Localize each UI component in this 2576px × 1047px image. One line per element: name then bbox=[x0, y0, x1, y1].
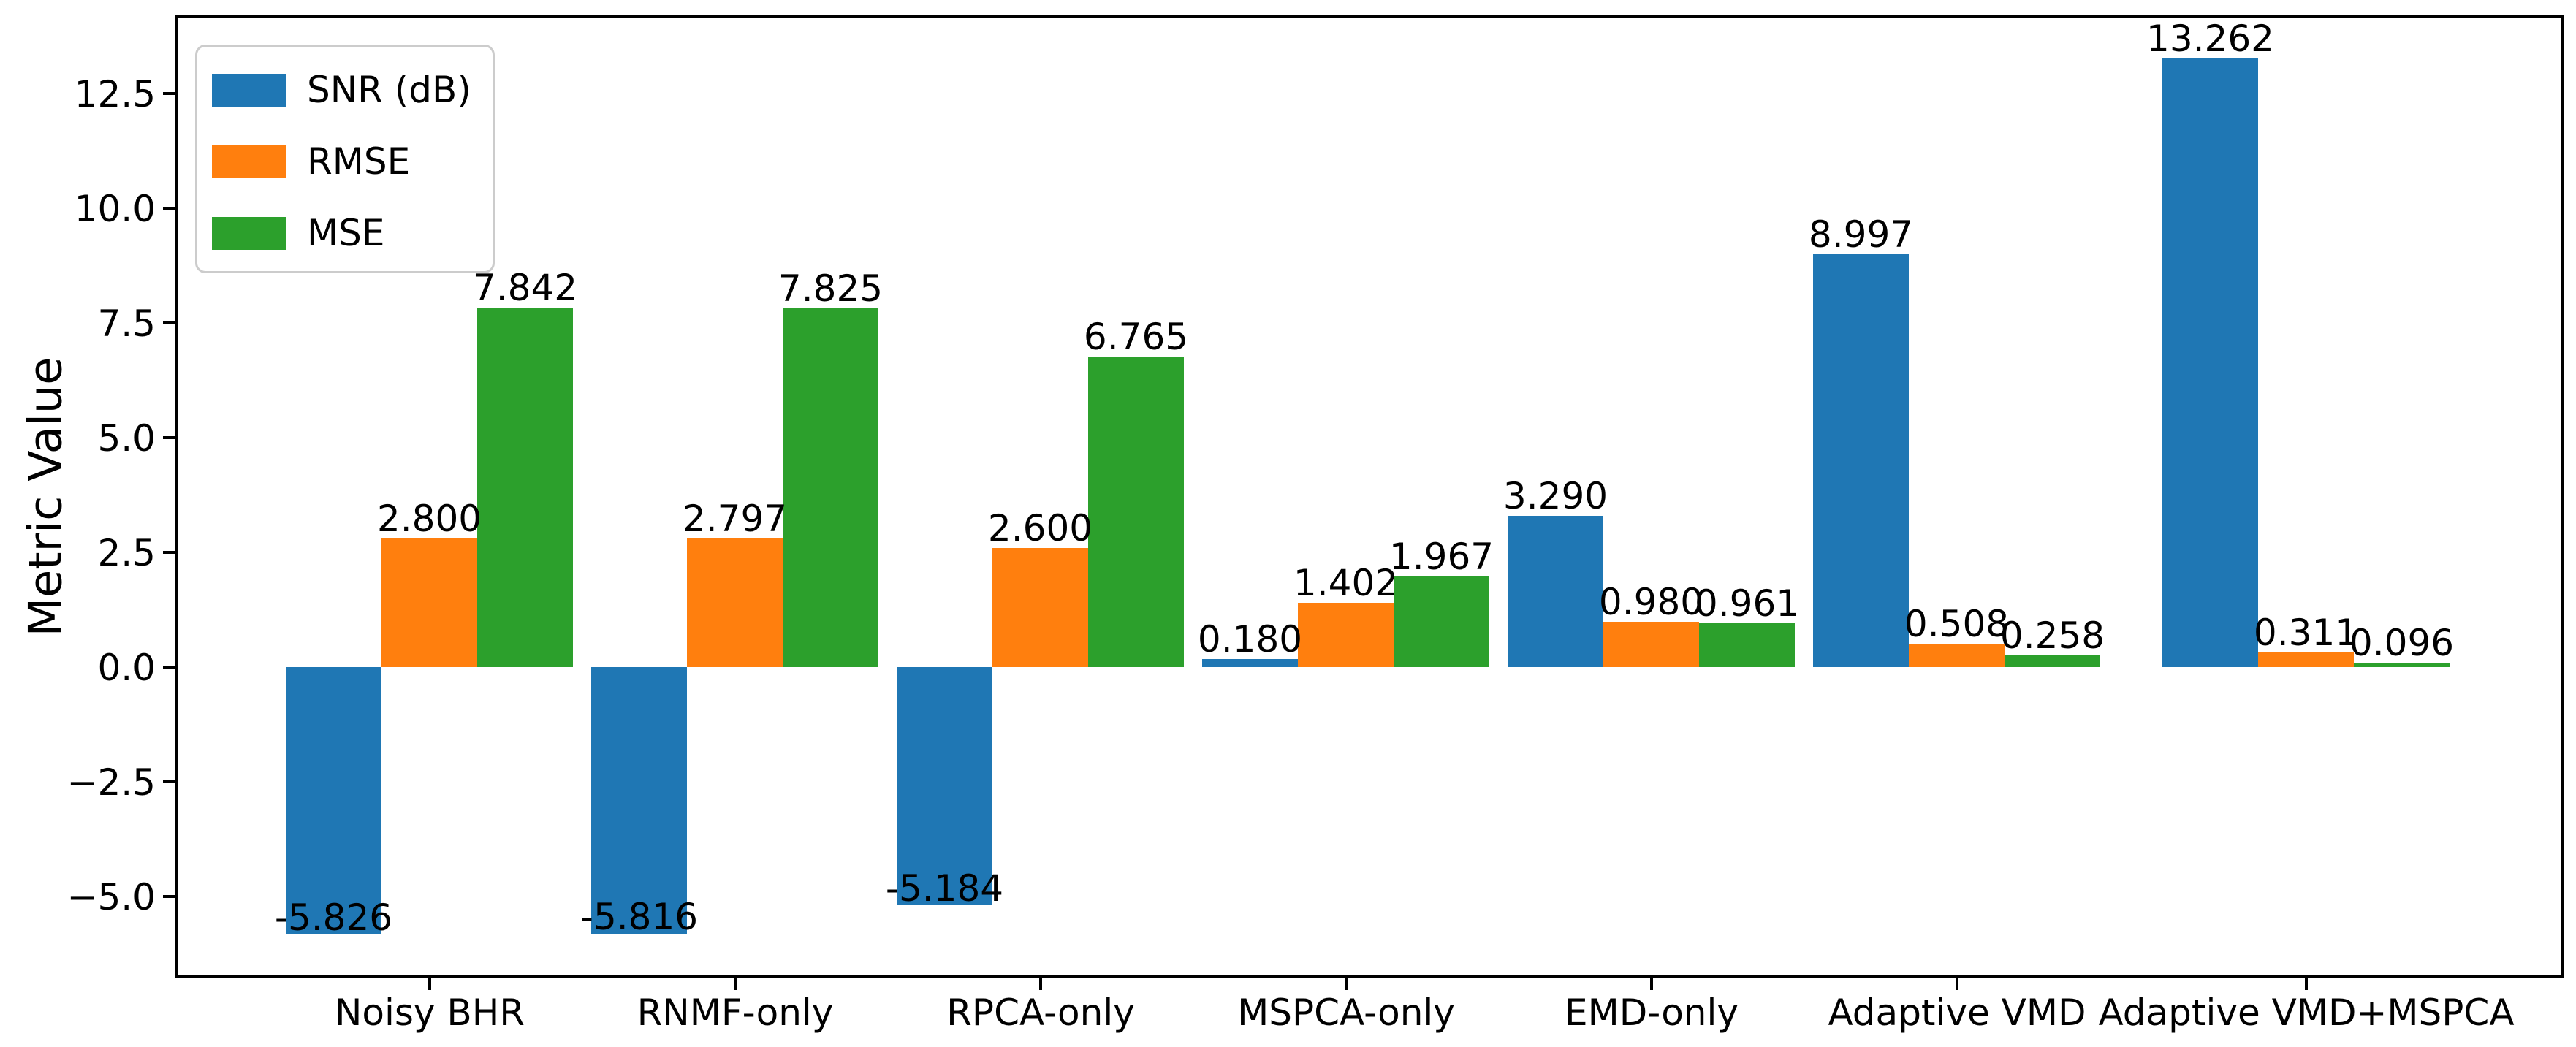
bar-snr-db-rnmf-only bbox=[591, 667, 687, 934]
bar-rmse-rpca-only bbox=[992, 547, 1088, 667]
x-tick-mark bbox=[1039, 978, 1042, 990]
bar-value-label: 1.402 bbox=[1293, 561, 1399, 604]
x-tick-label-rnmf-only: RNMF-only bbox=[637, 991, 834, 1034]
bar-value-label: 8.997 bbox=[1808, 213, 1914, 256]
bar-rmse-emd-only bbox=[1603, 622, 1699, 667]
x-tick-mark bbox=[1345, 978, 1348, 990]
y-tick-mark bbox=[163, 551, 175, 554]
bar-value-label: 0.508 bbox=[1904, 603, 2010, 646]
bar-value-label: 7.825 bbox=[778, 267, 884, 310]
bar-value-label: -5.816 bbox=[580, 896, 699, 939]
y-tick-label: −2.5 bbox=[67, 761, 156, 804]
bar-rmse-mspca-only bbox=[1298, 602, 1394, 667]
bar-rmse-adaptive-vmd bbox=[1909, 644, 2005, 667]
legend-row-mse: MSE bbox=[212, 212, 478, 254]
legend-label-mse: MSE bbox=[307, 212, 385, 254]
x-tick-mark bbox=[1650, 978, 1653, 990]
x-tick-mark bbox=[428, 978, 431, 990]
bar-mse-adaptive-vmd-mspca bbox=[2354, 662, 2450, 667]
bar-rmse-noisy-bhr bbox=[381, 538, 477, 667]
y-tick-label: 10.0 bbox=[74, 188, 156, 230]
x-tick-label-emd-only: EMD-only bbox=[1565, 991, 1739, 1034]
bar-value-label: 2.797 bbox=[682, 498, 788, 541]
y-tick-label: 0.0 bbox=[97, 647, 156, 689]
bar-mse-noisy-bhr bbox=[477, 307, 573, 667]
legend-swatch-rmse bbox=[212, 145, 286, 178]
bar-value-label: 0.096 bbox=[2349, 621, 2455, 664]
bar-value-label: 6.765 bbox=[1083, 316, 1189, 359]
y-tick-label: 7.5 bbox=[97, 302, 156, 345]
bar-snr-db-mspca-only bbox=[1202, 658, 1298, 667]
bar-value-label: 3.290 bbox=[1502, 475, 1608, 518]
bar-snr-db-rpca-only bbox=[897, 667, 992, 905]
x-tick-label-adaptive-vmd-mspca: Adaptive VMD+MSPCA bbox=[2098, 991, 2515, 1034]
legend-label-rmse: RMSE bbox=[307, 140, 411, 183]
bar-value-label: 2.800 bbox=[376, 498, 482, 541]
y-tick-label: 5.0 bbox=[97, 417, 156, 460]
bar-mse-rpca-only bbox=[1088, 357, 1184, 667]
x-tick-label-rpca-only: RPCA-only bbox=[946, 991, 1135, 1034]
x-tick-label-noisy-bhr: Noisy BHR bbox=[334, 991, 525, 1034]
bar-value-label: -5.184 bbox=[885, 867, 1004, 910]
legend-row-rmse: RMSE bbox=[212, 140, 478, 183]
y-tick-label: −5.0 bbox=[67, 876, 156, 918]
y-axis-label: Metric Value bbox=[18, 357, 72, 637]
x-tick-mark bbox=[734, 978, 737, 990]
bar-snr-db-adaptive-vmd bbox=[1813, 254, 1909, 667]
bar-value-label: 0.961 bbox=[1694, 582, 1800, 625]
bar-value-label: 13.262 bbox=[2146, 18, 2274, 61]
bar-mse-adaptive-vmd bbox=[2005, 655, 2100, 667]
bar-value-label: 0.311 bbox=[2253, 612, 2359, 655]
legend-label-snr-db: SNR (dB) bbox=[307, 69, 471, 111]
x-tick-mark bbox=[1956, 978, 1958, 990]
plot-area: 12.5 10.0 7.5 5.0 2.5 0.0 −2.5 −5.0 Noisy BHR RN… bbox=[67, 15, 2564, 1034]
legend-swatch-snr-db bbox=[212, 73, 286, 107]
y-tick-mark bbox=[163, 780, 175, 783]
bar-value-label: 2.600 bbox=[987, 506, 1093, 549]
bar-value-label: 7.842 bbox=[472, 266, 578, 309]
legend: SNR (dB) RMSE MSE bbox=[195, 45, 495, 273]
x-tick-mark bbox=[2305, 978, 2308, 990]
y-tick-label: 2.5 bbox=[97, 532, 156, 574]
x-tick-label-mspca-only: MSPCA-only bbox=[1237, 991, 1455, 1034]
bar-mse-emd-only bbox=[1699, 623, 1795, 667]
bar-rmse-adaptive-vmd-mspca bbox=[2258, 652, 2354, 667]
bar-mse-rnmf-only bbox=[783, 308, 878, 667]
bar-rmse-rnmf-only bbox=[687, 538, 783, 667]
y-tick-mark bbox=[163, 321, 175, 324]
bar-snr-db-noisy-bhr bbox=[286, 667, 381, 934]
y-tick-mark bbox=[163, 92, 175, 95]
legend-row-snr-db: SNR (dB) bbox=[212, 69, 478, 111]
y-tick-mark bbox=[163, 207, 175, 210]
x-tick-label-adaptive-vmd: Adaptive VMD bbox=[1828, 991, 2086, 1034]
bar-mse-mspca-only bbox=[1394, 576, 1489, 667]
bar-value-label: 0.980 bbox=[1598, 581, 1704, 624]
y-tick-mark bbox=[163, 436, 175, 439]
bar-value-label: 1.967 bbox=[1388, 536, 1494, 579]
legend-swatch-mse bbox=[212, 216, 286, 250]
bar-value-label: 0.180 bbox=[1197, 617, 1303, 660]
bar-snr-db-adaptive-vmd-mspca bbox=[2162, 58, 2258, 667]
y-tick-label: 12.5 bbox=[74, 73, 156, 115]
y-tick-mark bbox=[163, 666, 175, 669]
bar-value-label: -5.826 bbox=[274, 896, 393, 939]
bar-value-label: 0.258 bbox=[1999, 614, 2105, 657]
bar-snr-db-emd-only bbox=[1508, 516, 1603, 667]
y-tick-mark bbox=[163, 895, 175, 898]
